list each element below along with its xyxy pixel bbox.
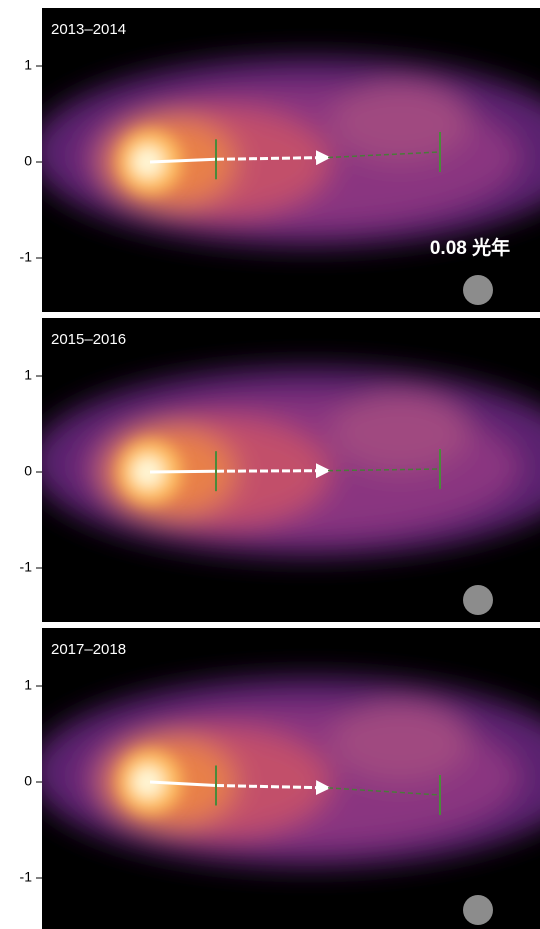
y-tick-label: -1: [20, 249, 33, 265]
beam: [463, 895, 493, 925]
panel: 2015–2016: [30, 318, 540, 622]
panel: 2013–2014: [30, 8, 540, 312]
panel-label: 2013–2014: [51, 21, 126, 38]
y-tick-label: 0: [24, 773, 32, 789]
y-tick-label: 0: [24, 463, 32, 479]
panel-label: 2015–2016: [51, 331, 126, 348]
arrow-solid: [150, 471, 216, 472]
scale-label: 0.08 光年: [430, 236, 510, 259]
panel: 2017–2018: [30, 628, 540, 929]
y-tick-label: -1: [20, 559, 33, 575]
page: 2013–2014 1 0 -1 2015–2016 1 0 -1 2017–2018 1 0 -1 0…: [0, 0, 540, 929]
y-tick-label: 1: [24, 57, 32, 73]
y-tick-label: 1: [24, 677, 32, 693]
y-tick-label: -1: [20, 869, 33, 885]
figure: 2013–2014 1 0 -1 2015–2016 1 0 -1 2017–2018 1 0 -1 0…: [0, 0, 540, 929]
beam: [463, 585, 493, 615]
jet-knot: [330, 392, 470, 472]
y-tick-label: 0: [24, 153, 32, 169]
jet-knot: [330, 702, 470, 782]
y-tick-label: 1: [24, 367, 32, 383]
arrow-dashed: [216, 471, 328, 472]
jet-knot: [330, 82, 470, 162]
arrow-dashed: [216, 158, 328, 160]
beam: [463, 275, 493, 305]
panel-label: 2017–2018: [51, 641, 126, 658]
